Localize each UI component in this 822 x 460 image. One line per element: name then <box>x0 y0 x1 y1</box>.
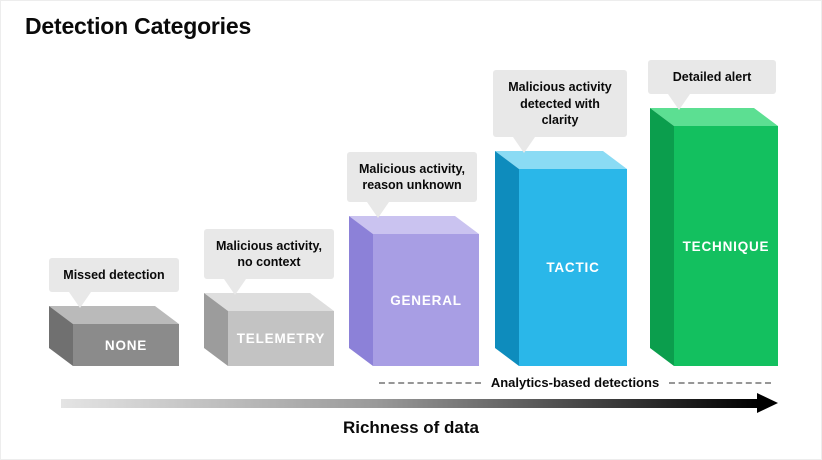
box-side-face <box>650 108 674 366</box>
box-side-face <box>204 293 228 366</box>
category-label: TACTIC <box>546 260 600 275</box>
category-box-none: NONE <box>49 306 179 366</box>
box-top-face <box>349 216 479 234</box>
axis-label: Richness of data <box>342 418 480 437</box>
bubble-tail-icon <box>69 292 91 308</box>
bubble-tail-icon <box>668 94 690 110</box>
bubble-tail-icon <box>513 137 535 153</box>
analytics-label: Analytics-based detections <box>490 375 660 390</box>
dashed-line-right <box>669 381 772 384</box>
category-label: NONE <box>104 337 148 353</box>
category-label: GENERAL <box>390 292 462 308</box>
box-side-face <box>49 306 73 366</box>
speech-bubble-general: Malicious activity, reason unknown <box>347 151 477 218</box>
speech-bubble-none: Missed detection <box>49 257 179 308</box>
bubble-text: Detailed alert <box>672 69 752 84</box>
bubble-tail-icon <box>367 202 389 218</box>
dashed-line-left <box>379 381 481 384</box>
box-side-face <box>495 151 519 366</box>
speech-bubble-technique: Detailed alert <box>648 59 776 110</box>
page-title: Detection Categories <box>25 13 252 39</box>
bubble-text: Malicious activity, reason unknown <box>358 161 466 192</box>
box-top-face <box>49 306 179 324</box>
box-top-face <box>495 151 627 169</box>
box-front-face: GENERAL <box>373 234 479 366</box>
box-front-face: TECHNIQUE <box>674 126 778 366</box>
speech-bubble-tactic: Malicious activity detected with clarity <box>493 70 627 153</box>
analytics-annotation: Analytics-based detections <box>379 375 772 390</box>
category-label: TECHNIQUE <box>682 238 770 254</box>
box-side-face <box>349 216 373 366</box>
bubble-tail-icon <box>224 279 246 295</box>
arrow-head-icon <box>757 393 778 413</box>
category-box-tactic: TACTIC <box>495 151 627 366</box>
bubble-text: Malicious activity, no context <box>215 238 323 269</box>
category-label: TELEMETRY <box>236 331 326 346</box>
box-front-face: TELEMETRY <box>228 311 334 366</box>
box-top-face <box>650 108 778 126</box>
bubble-text: Malicious activity detected with clarity <box>508 80 612 127</box>
bubble-text: Missed detection <box>63 267 165 282</box>
box-top-face <box>204 293 334 311</box>
box-front-face: NONE <box>73 324 179 366</box>
box-front-face: TACTIC <box>519 169 627 366</box>
category-box-general: GENERAL <box>349 216 479 366</box>
speech-bubble-telemetry: Malicious activity, no context <box>204 228 334 295</box>
category-box-technique: TECHNIQUE <box>650 108 778 366</box>
category-box-telemetry: TELEMETRY <box>204 293 334 366</box>
richness-gradient-arrow <box>61 399 759 408</box>
